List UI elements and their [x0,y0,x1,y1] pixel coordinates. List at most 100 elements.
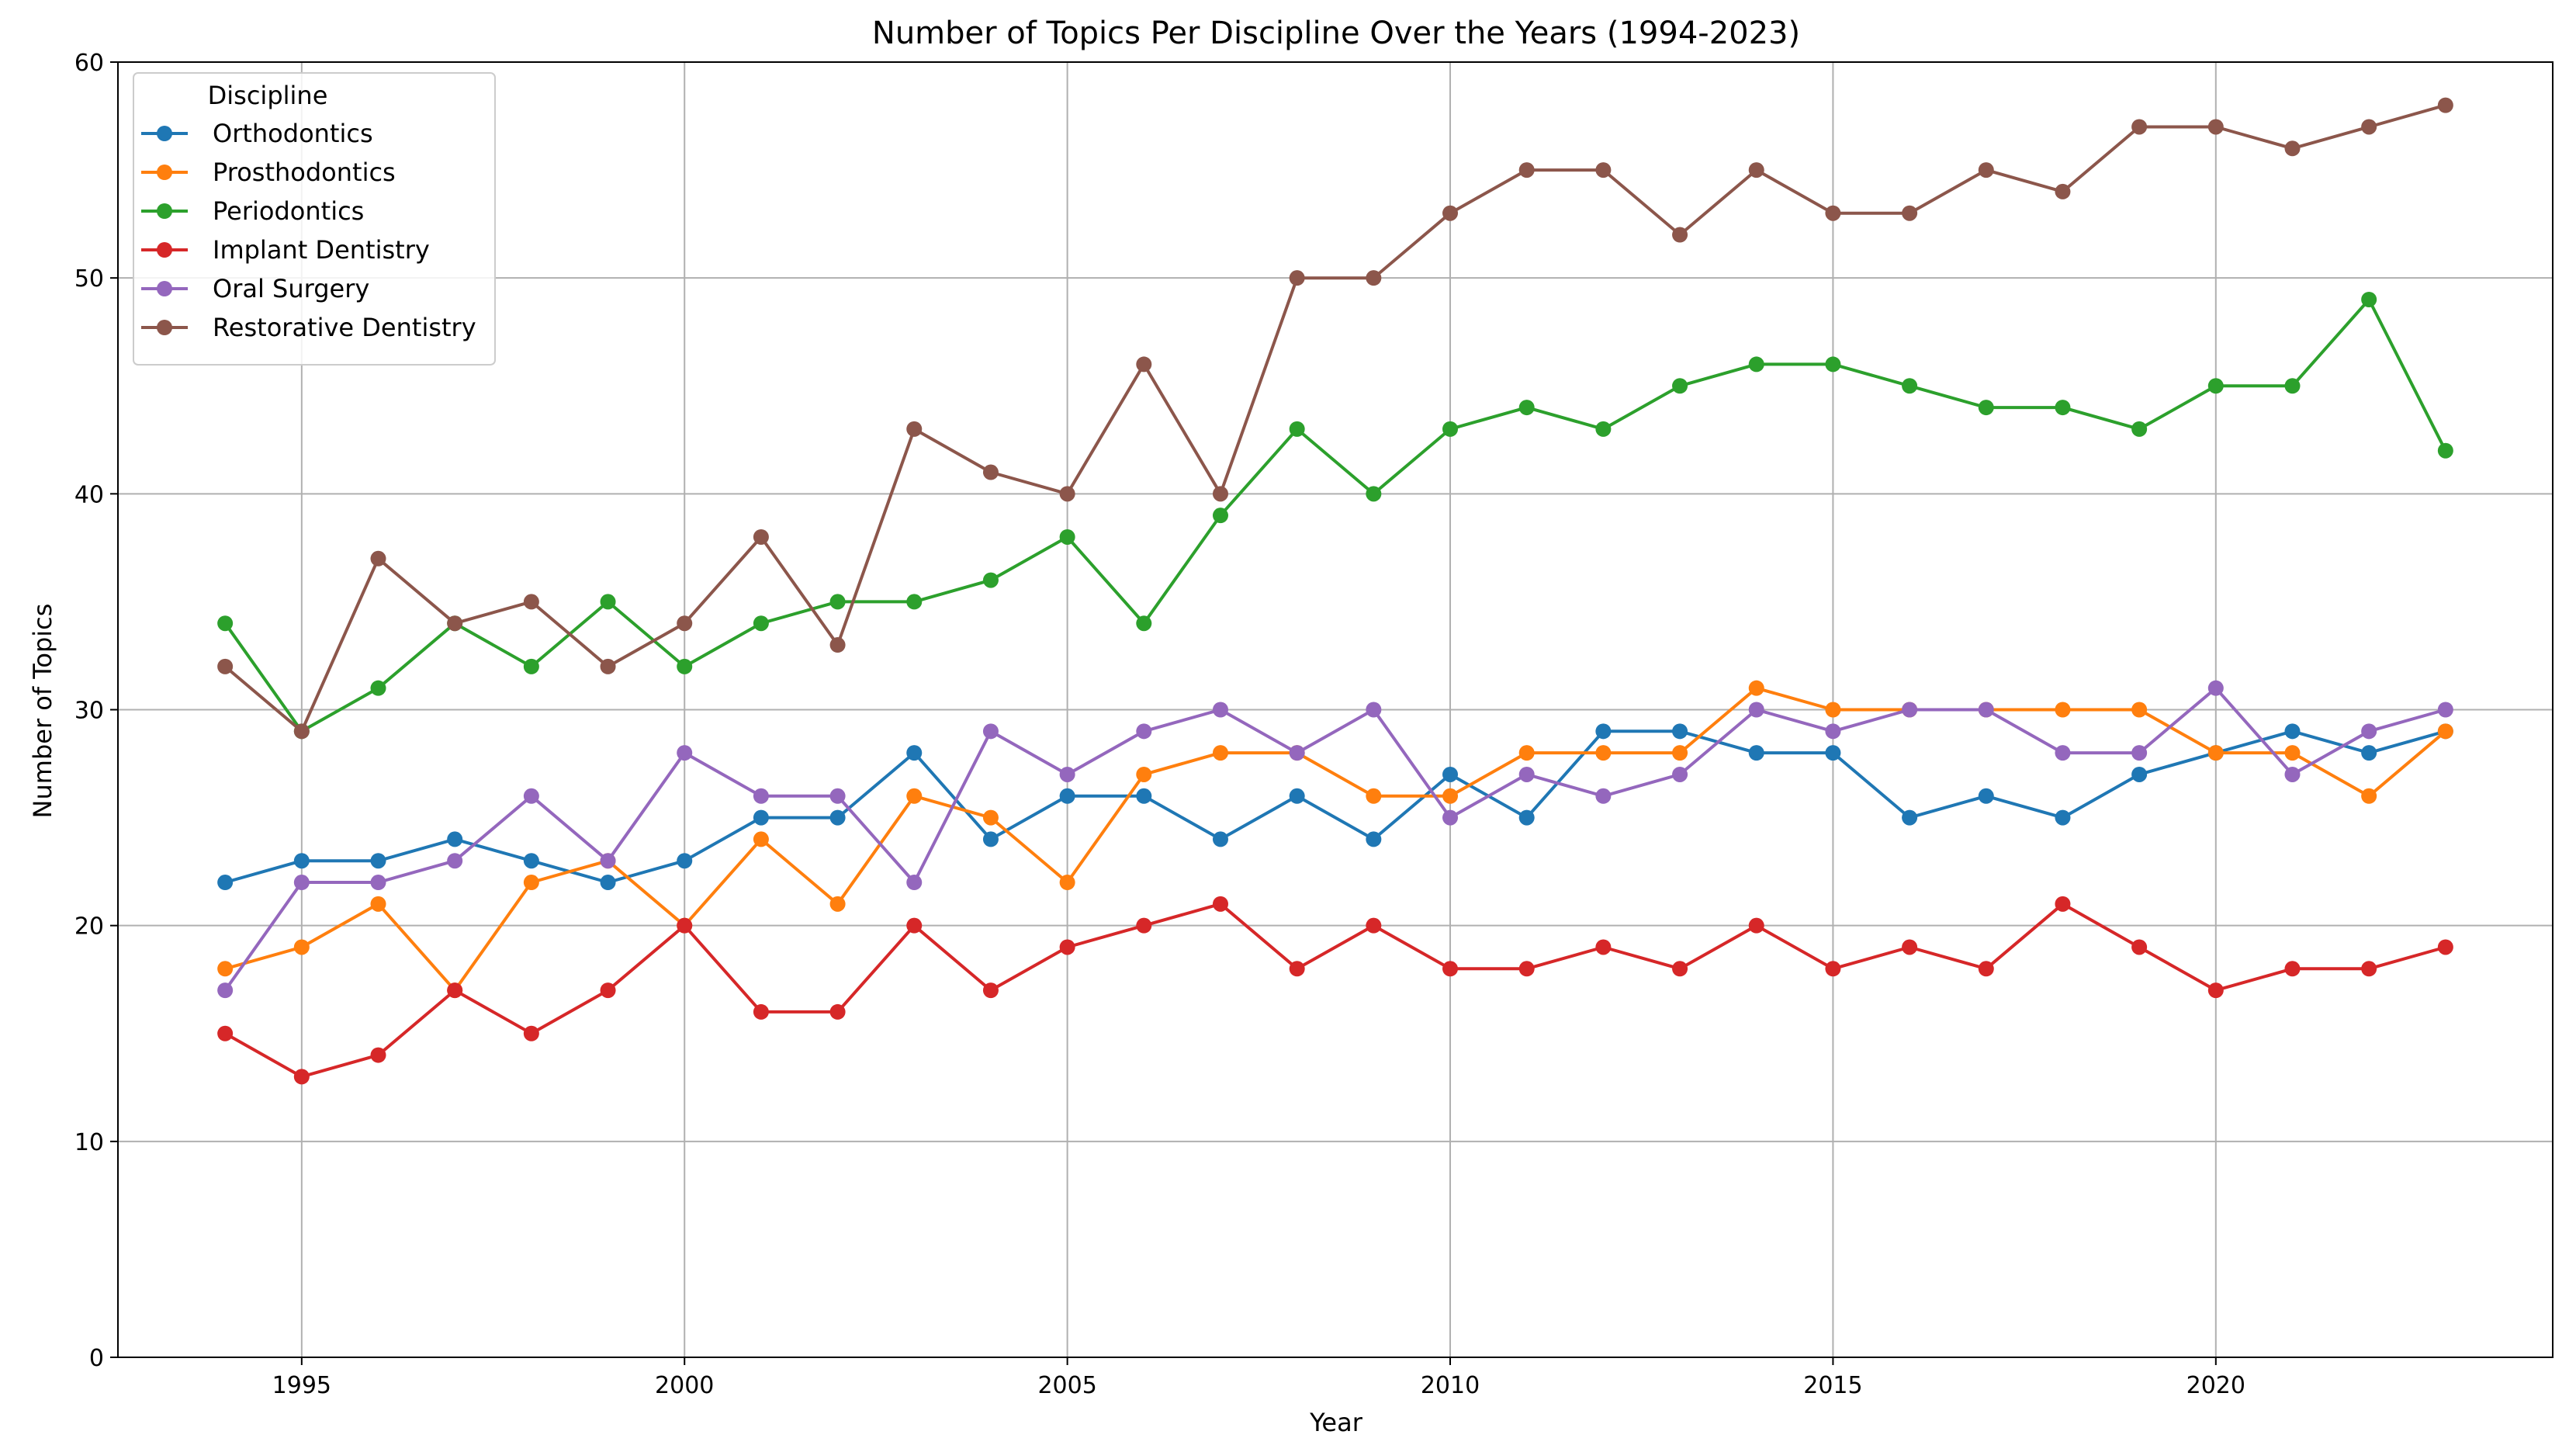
data-point [2207,378,2224,394]
data-point [293,1069,310,1085]
data-point [370,680,386,696]
data-point [829,788,846,804]
data-point [2284,140,2301,157]
data-point [293,875,310,891]
data-point [1978,702,1994,718]
data-point [982,723,999,740]
data-point [447,982,463,999]
data-point [293,853,310,869]
data-point [1902,205,1918,221]
legend-swatch-marker [157,320,172,335]
data-point [829,637,846,653]
data-point [1366,270,1382,286]
data-point [829,809,846,826]
data-point [2284,723,2301,740]
data-point [1902,378,1918,394]
series-restorative-dentistry [217,97,2453,740]
data-point [1366,831,1382,847]
data-point [1595,723,1612,740]
legend-swatch-marker [157,165,172,180]
data-point [2055,896,2071,912]
data-point [1978,788,1994,804]
data-point [600,875,616,891]
data-point [2055,809,2071,826]
data-point [2361,961,2377,977]
legend-item: Orthodontics [141,119,373,148]
data-point [753,831,769,847]
data-point [1672,961,1688,977]
y-tick-label: 20 [74,913,104,941]
data-point [1442,788,1459,804]
data-point [1902,809,1918,826]
data-point [2361,291,2377,307]
data-point [1289,745,1305,761]
data-point [1059,766,1075,782]
data-point [2055,400,2071,416]
data-point [523,875,539,891]
data-point [1212,508,1228,524]
data-point [1825,356,1841,373]
data-point [1672,227,1688,243]
data-point [1136,788,1152,804]
legend-swatch-marker [157,203,172,219]
data-point [1212,702,1228,718]
legend-box [133,72,496,366]
data-point [1748,702,1764,718]
data-point [829,594,846,610]
data-point [293,939,310,955]
data-point [2284,766,2301,782]
data-point [2437,97,2453,113]
series-orthodontics [217,723,2453,891]
data-point [906,875,923,891]
data-point [1518,745,1535,761]
data-point [2361,788,2377,804]
data-point [677,745,693,761]
data-point [1059,939,1075,955]
x-tick-label: 1995 [272,1372,331,1399]
data-point [2284,378,2301,394]
y-tick-label: 50 [74,265,104,293]
data-point [829,1003,846,1020]
data-point [1518,766,1535,782]
data-point [1595,745,1612,761]
data-point [1748,680,1764,696]
y-axis-label: Number of Topics [28,604,57,819]
data-point [1825,723,1841,740]
data-point [1136,356,1152,373]
data-point [2361,745,2377,761]
legend-swatch-marker [157,242,172,258]
series-line-orthodontics [224,729,2446,884]
data-point [753,528,769,545]
data-point [1672,723,1688,740]
data-point [217,961,234,977]
data-point [370,896,386,912]
data-point [1366,788,1382,804]
y-tick-label: 10 [74,1129,104,1156]
data-point [906,917,923,934]
data-point [1902,702,1918,718]
data-point [2207,119,2224,135]
data-point [2437,723,2453,740]
data-point [1366,486,1382,502]
legend-label: Periodontics [213,196,364,226]
data-point [217,658,234,674]
data-point [2055,702,2071,718]
series-line-restorative-dentistry [223,103,2446,733]
data-point [1442,961,1459,977]
x-axis-label: Year [1309,1408,1363,1437]
data-point [677,917,693,934]
series-line-implant-dentistry [224,902,2446,1079]
y-tick-label: 40 [74,481,104,508]
x-tick-label: 2015 [1803,1372,1862,1399]
legend-label: Restorative Dentistry [213,313,476,342]
data-point [1518,809,1535,826]
data-point [1442,766,1459,782]
data-point [1059,875,1075,891]
x-tick-label: 2010 [1421,1372,1480,1399]
legend-label: Prosthodontics [213,158,396,187]
data-point [447,615,463,632]
data-point [523,658,539,674]
data-point [2055,745,2071,761]
data-point [217,615,234,632]
data-point [370,550,386,567]
